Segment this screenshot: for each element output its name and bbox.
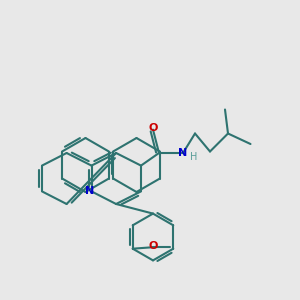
Text: N: N bbox=[178, 148, 188, 158]
Text: O: O bbox=[148, 241, 158, 251]
Text: H: H bbox=[190, 152, 197, 163]
Text: N: N bbox=[85, 186, 94, 197]
Text: O: O bbox=[148, 123, 158, 133]
